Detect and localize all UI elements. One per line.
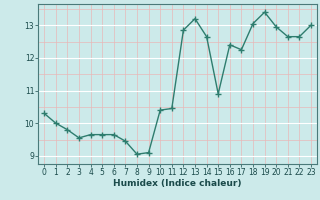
X-axis label: Humidex (Indice chaleur): Humidex (Indice chaleur) — [113, 179, 242, 188]
